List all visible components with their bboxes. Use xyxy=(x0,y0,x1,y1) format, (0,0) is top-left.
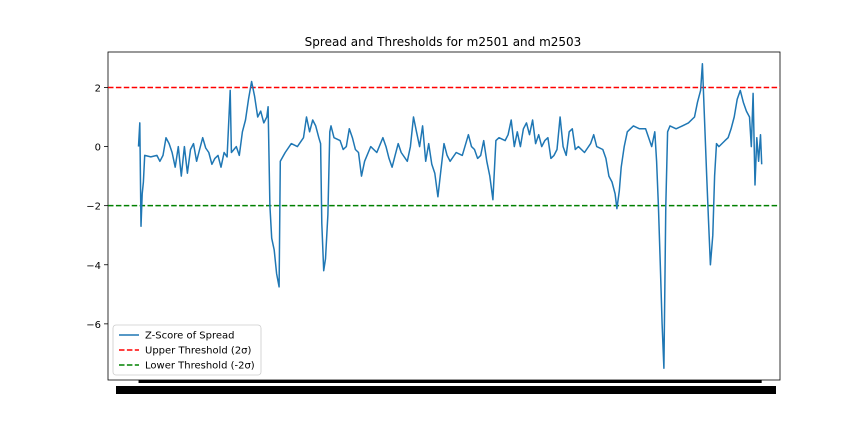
y-tick-label: 2 xyxy=(95,83,101,94)
legend-label: Upper Threshold (2σ) xyxy=(145,346,252,357)
chart-title: Spread and Thresholds for m2501 and m250… xyxy=(305,35,582,49)
x-tick-label-band xyxy=(116,386,776,394)
y-tick-label: 0 xyxy=(95,143,101,154)
legend-label: Lower Threshold (-2σ) xyxy=(145,361,255,372)
series-line xyxy=(137,63,763,369)
legend-box xyxy=(112,324,262,376)
y-tick-label: −2 xyxy=(86,202,101,213)
legend-label: Z-Score of Spread xyxy=(145,331,235,342)
y-tick-label: −4 xyxy=(86,261,101,272)
x-tick-band xyxy=(138,380,762,383)
y-tick-label: −6 xyxy=(86,320,101,331)
